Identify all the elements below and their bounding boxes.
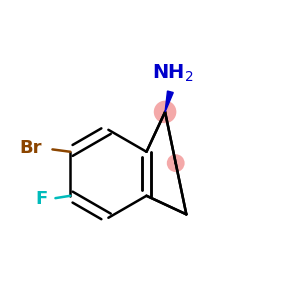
Circle shape bbox=[167, 154, 184, 172]
Text: F: F bbox=[36, 190, 48, 208]
Polygon shape bbox=[165, 91, 173, 112]
Text: NH$_2$: NH$_2$ bbox=[152, 62, 193, 84]
Text: Br: Br bbox=[20, 139, 42, 157]
Circle shape bbox=[154, 100, 176, 123]
